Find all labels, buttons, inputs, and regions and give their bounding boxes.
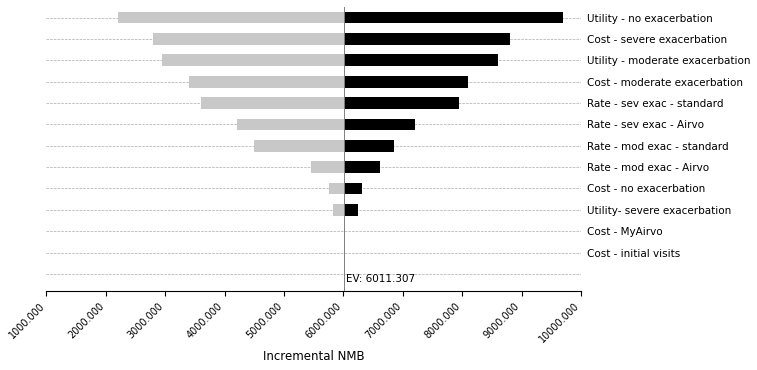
Bar	[344, 33, 509, 45]
Bar	[333, 204, 344, 216]
Bar	[236, 118, 344, 130]
Bar	[344, 76, 468, 88]
Bar	[344, 140, 394, 152]
Bar	[329, 182, 344, 194]
Bar	[189, 76, 344, 88]
Bar	[344, 118, 415, 130]
Text: EV: 6011.307: EV: 6011.307	[346, 274, 415, 284]
Bar	[344, 97, 459, 109]
Bar	[254, 140, 344, 152]
Bar	[344, 12, 563, 23]
Bar	[201, 97, 344, 109]
Bar	[344, 204, 358, 216]
Bar	[311, 161, 344, 173]
Bar	[154, 33, 344, 45]
Bar	[344, 54, 498, 66]
Bar	[162, 54, 344, 66]
Bar	[118, 12, 344, 23]
Bar	[344, 182, 363, 194]
X-axis label: Incremental NMB: Incremental NMB	[263, 350, 365, 363]
Bar	[344, 161, 380, 173]
